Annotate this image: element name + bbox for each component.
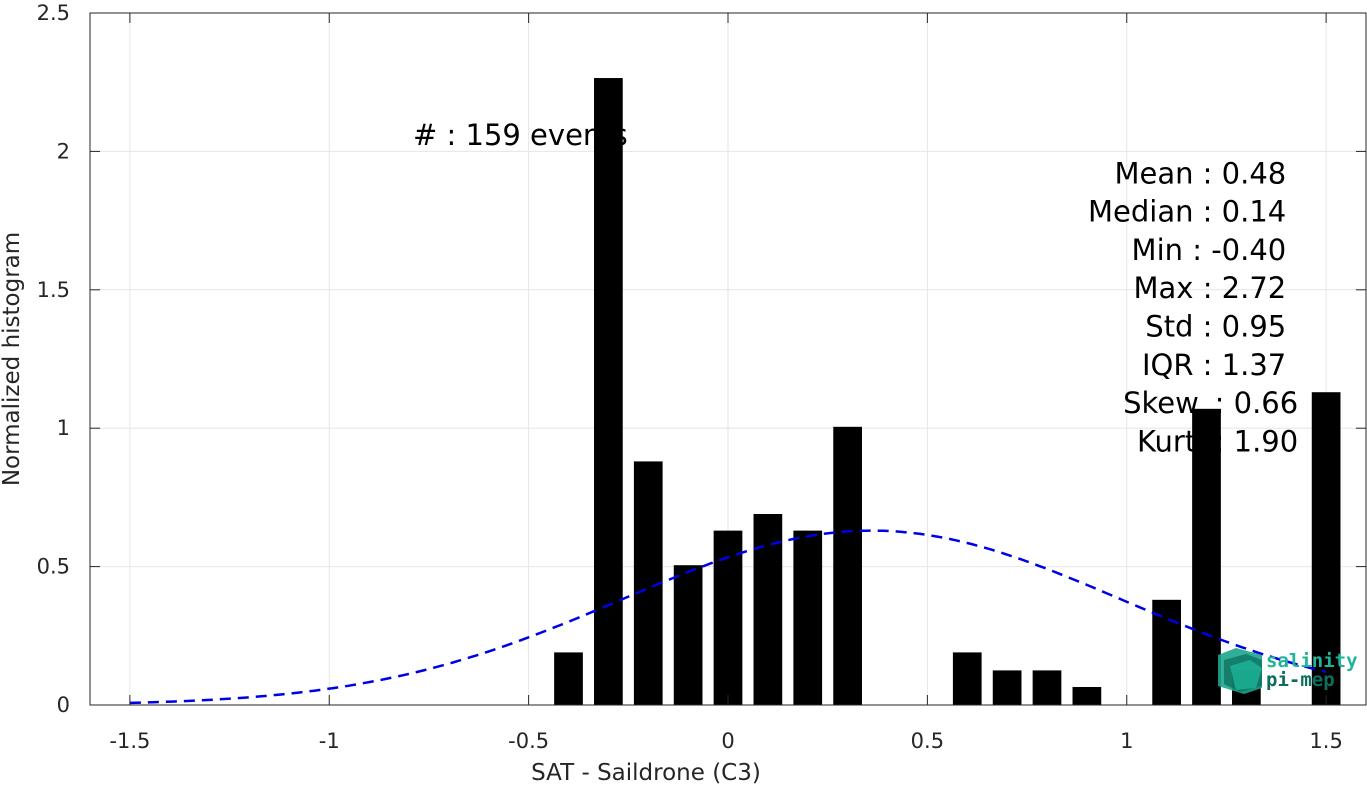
- histogram-bars: [554, 78, 1341, 706]
- y-tick-label: 2.5: [37, 1, 70, 25]
- logo-text-salinity: salinity: [1266, 650, 1358, 672]
- y-tick-label: 2: [57, 139, 70, 163]
- y-tick-label: 0.5: [37, 555, 70, 579]
- stat-line-6: IQR : 1.37: [1142, 348, 1286, 382]
- histogram-bar-0: [554, 652, 583, 705]
- y-tick-label: 1: [57, 416, 70, 440]
- salinity-pi-mep-logo: salinity pi-mep: [1218, 648, 1358, 694]
- y-axis-label: Normalized histogram: [0, 232, 25, 486]
- x-tick-label: -1: [319, 729, 340, 753]
- stat-line-0: # : 159 events: [413, 118, 628, 152]
- histogram-bar-7: [833, 426, 862, 705]
- x-tick-label: 0.5: [911, 729, 944, 753]
- stat-line-4: Max : 2.72: [1134, 271, 1287, 305]
- stat-line-2: Median : 0.14: [1088, 195, 1286, 229]
- stat-line-7: Skew. : 0.66: [1123, 386, 1298, 420]
- stat-line-5: Std : 0.95: [1145, 310, 1286, 344]
- histogram-bar-8: [952, 652, 982, 705]
- statistics-annotation: # : 159 events Mean : 0.48 Median : 0.14 Mi…: [413, 118, 1298, 458]
- histogram-bar-9: [992, 670, 1022, 705]
- stat-line-3: Min : -0.40: [1132, 233, 1287, 267]
- histogram-bar-13: [1192, 408, 1221, 705]
- x-tick-label: -1.5: [109, 729, 150, 753]
- axis-ticks: -1.5 -1 -0.5 0 0.5 1 1.5 0 0.5 1 1.5 2 2.5: [37, 1, 1366, 753]
- histogram-bar-11: [1072, 687, 1102, 705]
- y-tick-label: 1.5: [37, 278, 70, 302]
- histogram-bar-3: [673, 565, 703, 705]
- x-axis-label: SAT - Saildrone (C3): [531, 760, 761, 785]
- histogram-bar-15: [1311, 392, 1341, 705]
- x-tick-label: 0: [721, 729, 734, 753]
- histogram-bar-4: [713, 530, 743, 705]
- histogram-bar-12: [1152, 599, 1181, 705]
- histogram-bar-1: [594, 78, 623, 706]
- logo-text-pi-mep: pi-mep: [1266, 669, 1335, 691]
- histogram-bar-10: [1032, 670, 1062, 705]
- y-tick-label: 0: [57, 693, 70, 717]
- x-tick-label: -0.5: [508, 729, 549, 753]
- histogram-bar-6: [793, 530, 823, 705]
- gaussian-fit-curve: [129, 529, 1327, 705]
- stat-line-8: Kurt. : 1.90: [1137, 424, 1298, 458]
- logo-emblem-icon: [1218, 648, 1262, 694]
- x-tick-label: 1.5: [1309, 729, 1342, 753]
- histogram-bar-5: [753, 514, 783, 705]
- stat-line-1: Mean : 0.48: [1114, 156, 1286, 190]
- x-tick-label: 1: [1120, 729, 1133, 753]
